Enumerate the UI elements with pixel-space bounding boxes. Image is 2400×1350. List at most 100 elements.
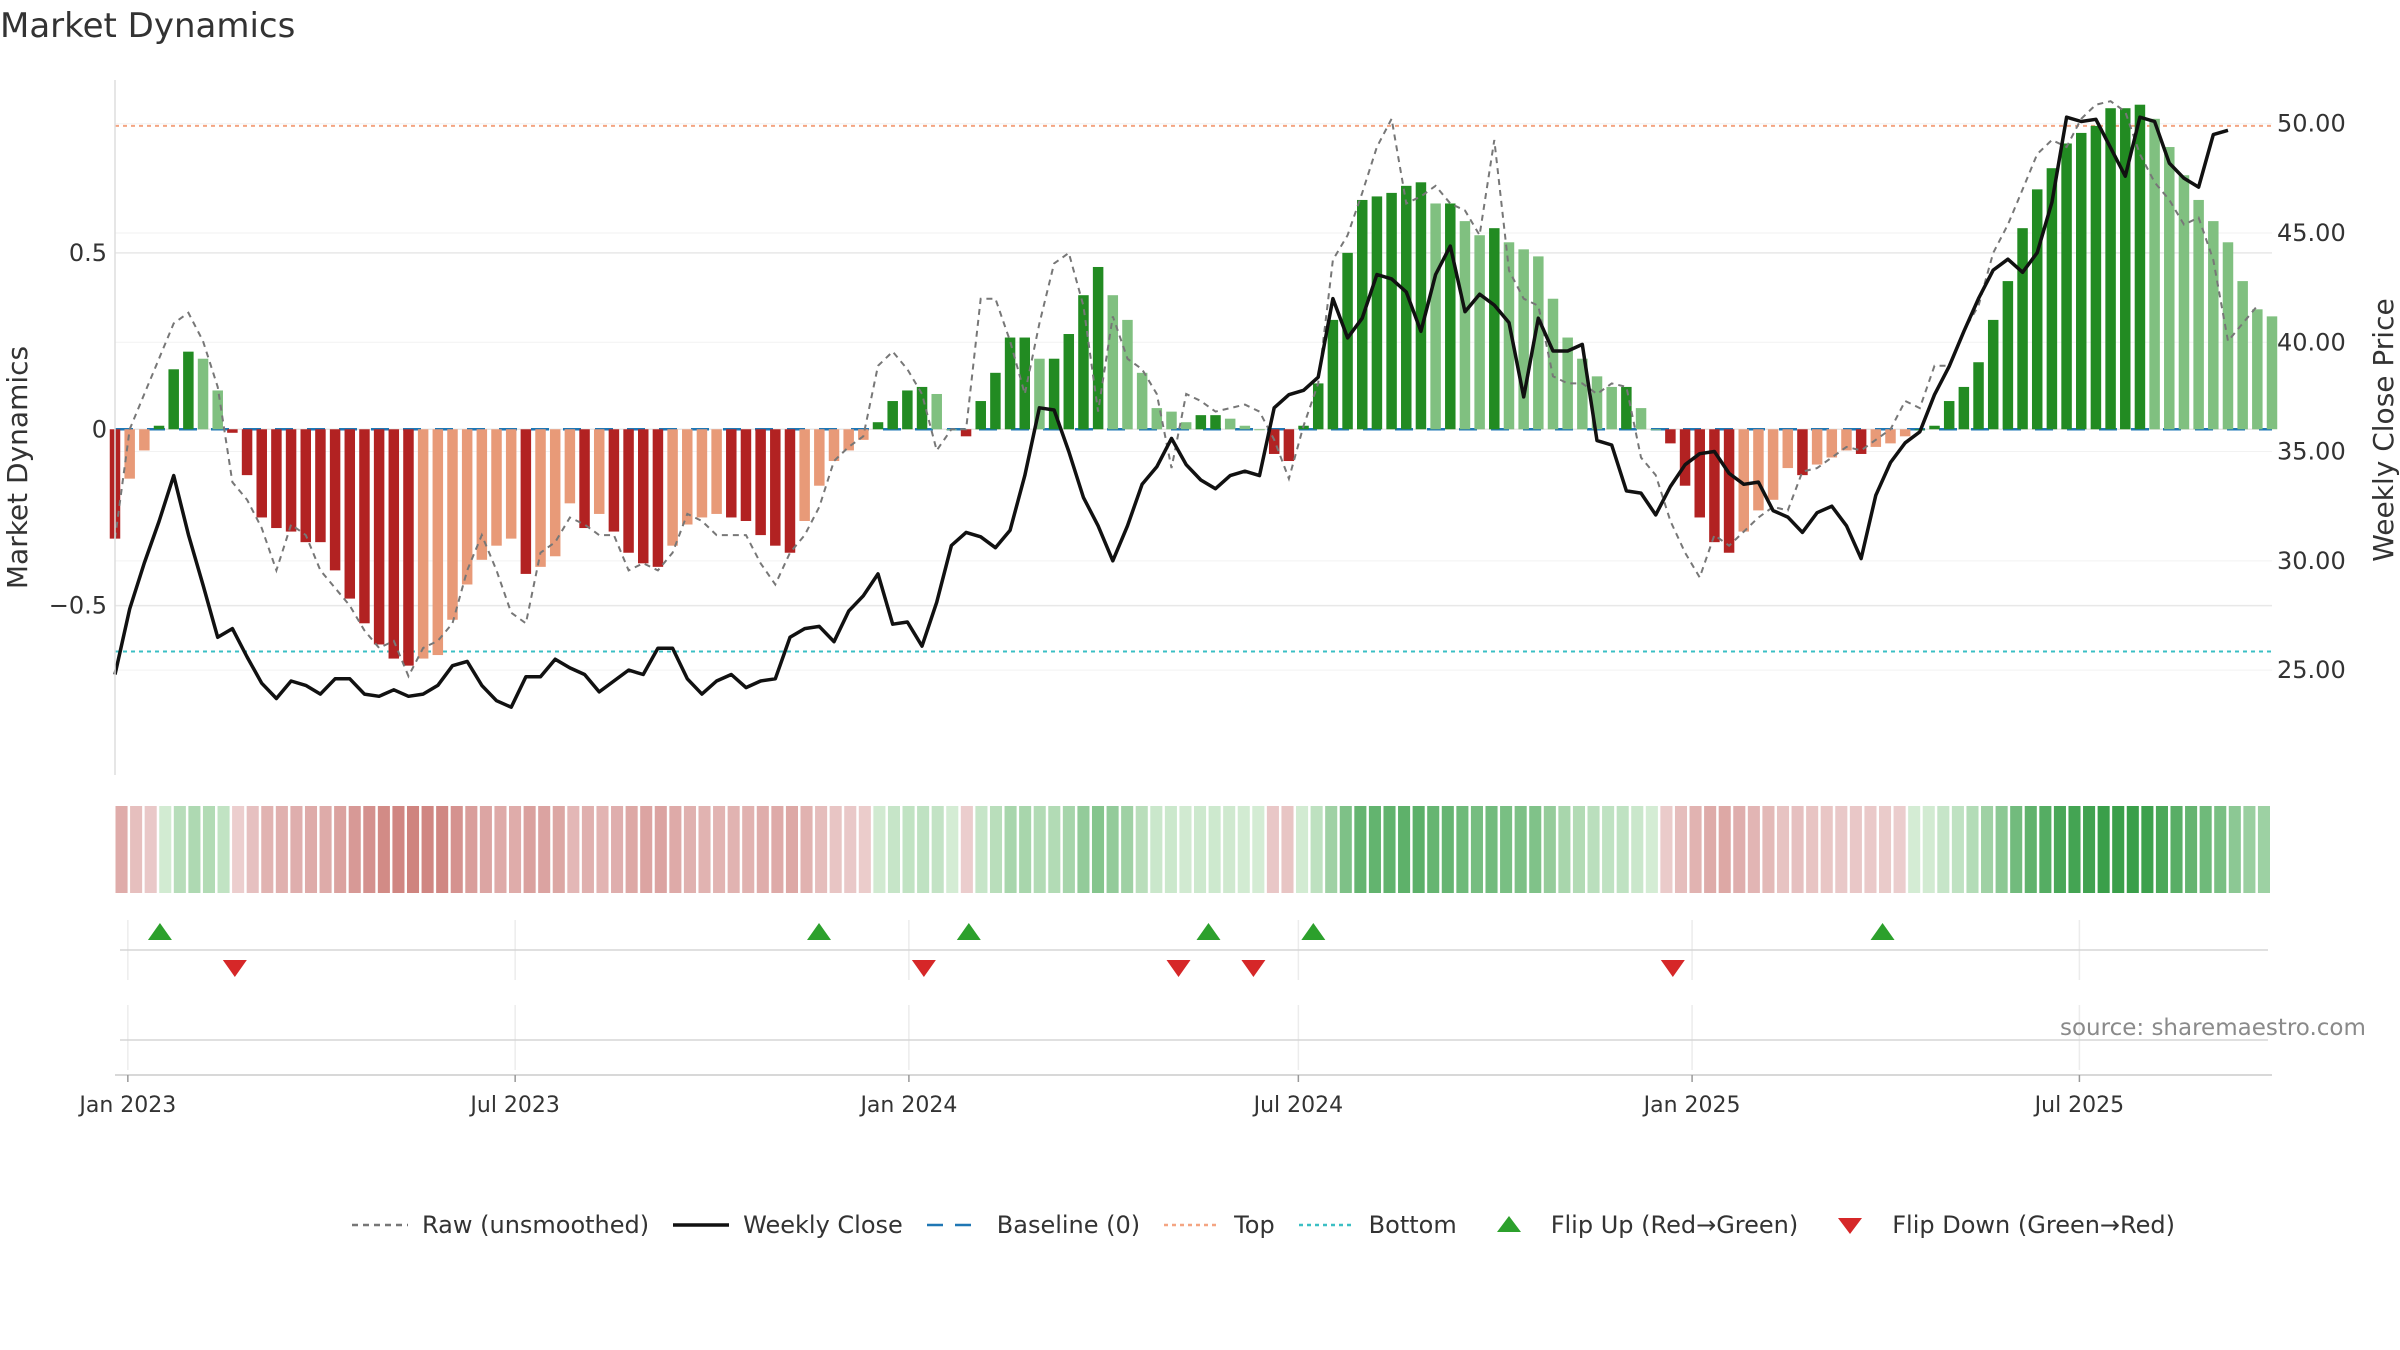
bar [623,429,634,553]
strip-cell [2126,806,2139,893]
strip-cell [1674,806,1688,893]
bar [1224,418,1236,430]
bar [1723,429,1735,553]
y-tick-label: −0.5 [49,592,107,620]
strip-cell [1689,806,1702,893]
bar [726,429,737,518]
axes-group: 0.5 0 −0.5 50.00 45.00 40.00 35.00 30.00 25.00 Ma… [1,80,2400,775]
strip-cell [2024,806,2037,893]
strip-cell [421,806,434,893]
bar [2046,168,2058,430]
strip-cell [902,806,915,893]
y-right-axis-label: Weekly Close Price [2367,298,2400,561]
strip-cell [989,806,1003,893]
strip-cell [873,806,886,893]
strip-cell [246,806,259,893]
bar [285,429,297,532]
strip-cell [581,806,594,893]
strip-cell [1179,806,1192,893]
strip-cell [1806,806,1819,893]
legend-item: Top [1162,1210,1275,1240]
strip-cell [2199,806,2212,893]
bar [1459,221,1471,430]
strip-cell [844,806,857,893]
strip-cell [1762,806,1775,893]
bar [1943,401,1955,430]
strip-cell [188,806,201,893]
bar [1577,358,1588,430]
legend-swatch [673,1223,730,1227]
strip-cell [523,806,536,893]
flip-down-marker [1166,960,1191,977]
flip-up-marker [1301,923,1326,940]
strip-cell [2170,806,2183,893]
chart-title: Market Dynamics [0,6,296,46]
strip-cell [1237,806,1250,893]
bar [2252,309,2263,430]
bar [1210,415,1221,430]
bar [608,429,620,532]
legend-label: Raw (unsmoothed) [422,1211,650,1239]
strip-cell [1441,806,1454,893]
bar [1562,337,1573,430]
flip-up-marker [1870,923,1895,940]
y-right-tick-label: 50.00 [2277,110,2346,138]
strip-cell [406,806,420,893]
strip-cell [2068,806,2081,893]
strip-cell [1500,806,1513,893]
strip-cell [2039,806,2052,893]
strip-cell [538,806,551,893]
y-tick-label: 0.5 [69,239,107,267]
bar [1415,182,1427,430]
source-note: source: sharemaestro.com [2060,1015,2366,1041]
bar [2061,143,2072,430]
bar [2193,199,2204,430]
strip-cell [2185,806,2198,893]
strip-cell [1252,806,1265,893]
bar [315,429,326,543]
strip-cell [1849,806,1862,893]
strip-cell [1121,806,1134,893]
bar [1606,386,1617,430]
bar [271,429,282,529]
legend-label: Flip Down (Green→Red) [1892,1211,2175,1239]
bar [1019,337,1031,430]
bar [2208,221,2219,430]
strip-cell [887,806,901,893]
y-right-tick-label: 30.00 [2277,547,2346,575]
bar [1782,429,1794,469]
strip-cell [1019,806,1032,893]
bar [1122,319,1133,430]
x-tick-label: Jan 2024 [858,1093,957,1118]
x-tick-label: Jan 2023 [77,1093,176,1118]
strip-cell [377,806,390,893]
strip-cell [654,806,667,893]
strip-cell [159,806,172,893]
bar [2149,118,2160,430]
bar [388,429,400,659]
bar [931,393,942,430]
bar [1107,295,1119,430]
bar [902,390,913,430]
strip-cell [509,806,522,893]
strip-cell [1223,806,1236,893]
strip-cell [1747,806,1760,893]
bar [828,429,840,462]
legend-item: Weekly Close [671,1210,903,1240]
y-right-tick-label: 35.00 [2277,438,2346,466]
bar [432,429,444,656]
strip-cell [2083,806,2096,893]
legend-item: Bottom [1297,1210,1457,1240]
strip-cell [1893,806,1906,893]
strip-cell [2141,806,2154,893]
bar [1987,319,1999,430]
strip-cell [1704,806,1717,893]
strip-cell [640,806,653,893]
bar [417,429,429,659]
strip-cell [1718,806,1731,893]
bar [2017,228,2028,430]
strip-cell [290,806,303,893]
strip-cell [698,806,711,893]
x-axis: Jan 2023 Jul 2023 Jan 2024 Jul 2024 Jan 2025… [77,1039,2272,1118]
y-right-tick-label: 45.00 [2277,219,2346,247]
